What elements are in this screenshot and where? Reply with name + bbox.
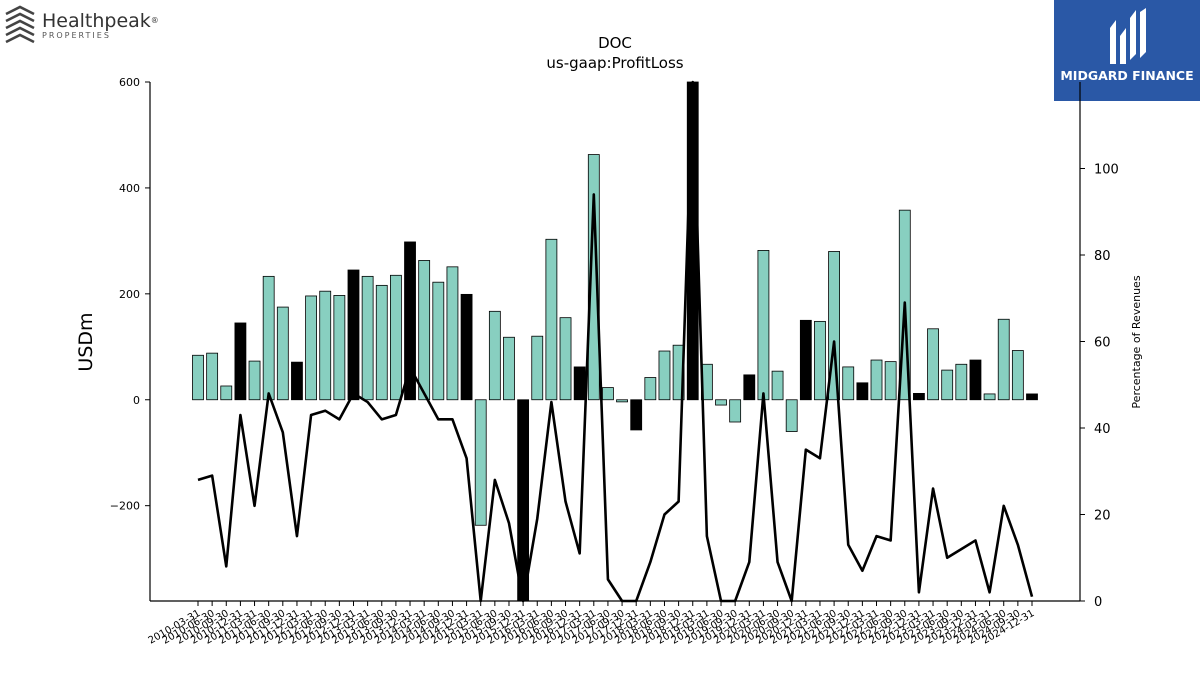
bar-2015-03-31 [474,399,487,526]
healthpeak-logo: Healthpeak® PROPERTIES [4,5,159,47]
bar-2013-09-30 [389,274,402,401]
bar-2016-09-30 [559,317,572,401]
y2-tick-label: 60 [1094,336,1111,351]
y2-tick-label: 100 [1094,163,1119,178]
chart-subtitle: us-gaap:ProfitLoss [546,54,683,72]
brand-subtitle: PROPERTIES [42,31,111,40]
bar-2021-06-30 [828,251,840,401]
y2-tick-label: 80 [1094,249,1111,264]
bar-2015-09-30 [503,336,515,401]
bar-2024-09-30 [1011,350,1024,401]
bar-2019-06-30 [715,399,727,406]
bar-2021-09-30 [842,366,855,401]
brand-name: Healthpeak [42,10,151,32]
y-tick-label: 600 [119,76,140,89]
bar-2018-06-30 [658,350,671,401]
bar-2010-12-31 [234,322,247,401]
healthpeak-logo-icon [5,5,35,44]
bar-2021-03-31 [814,320,826,401]
y-tick-label: 200 [119,288,140,301]
bar-2011-06-30 [262,275,275,401]
y2-tick-label: 40 [1094,422,1111,437]
registered-mark: ® [150,16,159,25]
y2-tick-label: 20 [1094,509,1111,524]
bar-2014-09-30 [446,266,459,401]
bar-2014-03-31 [418,260,431,401]
bar-2016-12-31 [573,366,586,401]
bar-2024-03-31 [983,393,996,401]
bar-2020-06-30 [771,370,784,401]
bar-2024-06-30 [997,318,1010,401]
y-tick-label: 400 [119,182,140,195]
bar-2023-03-31 [927,328,939,401]
bar-2020-12-31 [799,319,812,401]
bar-2023-06-30 [941,369,954,401]
y-tick-label: 0 [133,394,140,407]
midgard-brand-name: MIDGARD FINANCE [1060,68,1194,83]
bar-2014-06-30 [432,281,445,401]
bar-2017-12-31 [630,399,643,431]
midgard-logo-icon [1110,8,1146,64]
bar-2013-03-31 [361,275,374,401]
bar-2013-06-30 [375,284,388,401]
bar-2016-06-30 [545,238,558,401]
chart-title: DOC [598,34,632,52]
bar-2020-09-30 [785,399,798,432]
y2-tick-label: 0 [1094,595,1102,610]
bar-2011-09-30 [276,306,289,401]
bar-2020-03-31 [757,250,770,401]
bar-2021-12-31 [856,382,869,401]
bar-2022-03-31 [870,359,883,401]
bar-2010-09-30 [220,385,233,401]
midgard-finance-logo: MIDGARD FINANCE [1054,0,1200,101]
bar-2013-12-31 [404,241,416,401]
bar-2010-03-31 [192,354,204,401]
bar-2017-06-30 [602,387,614,401]
bar-2012-12-31 [347,269,360,401]
bar-2015-12-31 [517,399,530,602]
percentage-line [197,80,1034,603]
bar-2018-03-31 [644,377,657,401]
bar-2019-12-31 [743,374,756,401]
bar-2019-09-30 [729,399,742,423]
bar-2012-06-30 [319,290,332,401]
y-axis-label: USDm [75,312,97,371]
bar-2012-09-30 [333,295,346,401]
bar-2015-06-30 [488,310,501,401]
bar-2022-12-31 [913,392,925,401]
bar-2011-12-31 [291,361,303,401]
bar-2011-03-31 [248,360,261,401]
bar-2022-06-30 [884,361,897,401]
y-tick-label: −200 [110,500,140,513]
bar-2012-03-31 [305,295,317,401]
bar-2023-12-31 [969,359,982,401]
bar-2016-03-31 [531,335,544,401]
bar-2024-12-31 [1026,393,1038,401]
bar-2010-06-30 [206,352,219,401]
bar-2017-03-31 [587,154,600,401]
bar-2017-09-30 [616,399,628,403]
y2-axis-label: Percentage of Revenues [1130,275,1143,408]
bar-2023-09-30 [955,363,968,401]
bar-2014-12-31 [460,293,473,401]
